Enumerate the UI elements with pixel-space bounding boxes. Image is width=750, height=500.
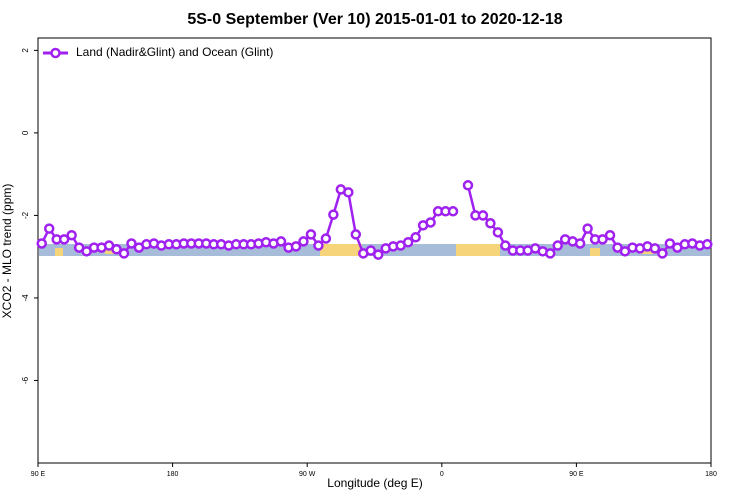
data-point bbox=[111, 244, 122, 255]
data-point bbox=[290, 241, 302, 252]
data-point bbox=[365, 245, 377, 256]
legend-marker bbox=[50, 47, 61, 59]
x-tick-label: 90 W bbox=[299, 471, 316, 478]
data-point bbox=[462, 180, 474, 191]
data-point bbox=[410, 232, 421, 243]
land-band bbox=[590, 248, 600, 256]
data-point bbox=[604, 229, 616, 241]
x-tick-label: 180 bbox=[705, 471, 717, 478]
data-point bbox=[574, 238, 586, 249]
data-point bbox=[328, 209, 339, 220]
data-point bbox=[58, 234, 70, 245]
data-point bbox=[544, 248, 556, 259]
data-point bbox=[126, 238, 137, 249]
data-point bbox=[313, 240, 324, 251]
x-tick-label: 0 bbox=[440, 471, 444, 478]
y-tick-label: -2 bbox=[21, 211, 30, 219]
data-point bbox=[477, 210, 489, 221]
y-axis-label: XCO2 - MLO trend (ppm) bbox=[0, 184, 14, 319]
data-point bbox=[402, 236, 414, 248]
chart-title: 5S-0 September (Ver 10) 2015-01-01 to 20… bbox=[187, 11, 562, 28]
data-point bbox=[425, 217, 436, 228]
land-band bbox=[320, 244, 362, 256]
data-point bbox=[343, 187, 354, 198]
data-point bbox=[492, 227, 504, 238]
land-band bbox=[55, 248, 63, 256]
y-tick-label: -6 bbox=[21, 376, 30, 384]
data-point bbox=[350, 229, 362, 240]
data-point bbox=[36, 238, 47, 249]
plot-frame bbox=[37, 37, 712, 464]
x-tick-label: 90 E bbox=[31, 471, 46, 478]
data-point bbox=[298, 236, 309, 247]
data-point bbox=[657, 248, 668, 259]
x-tick-label: 180 bbox=[167, 471, 179, 478]
data-point bbox=[320, 233, 332, 244]
data-point bbox=[275, 236, 287, 247]
data-point bbox=[597, 234, 608, 245]
data-point bbox=[447, 206, 459, 217]
y-tick-label: -4 bbox=[21, 294, 30, 302]
y-tick-label: 0 bbox=[21, 130, 30, 135]
data-point bbox=[500, 240, 511, 251]
data-point bbox=[664, 238, 676, 249]
data-point bbox=[649, 243, 661, 254]
data-point bbox=[372, 249, 384, 260]
data-point bbox=[118, 248, 130, 259]
y-tick-label: 2 bbox=[21, 48, 30, 53]
legend: Land (Nadir&Glint) and Ocean (Glint) bbox=[43, 45, 273, 59]
data-point bbox=[552, 240, 563, 251]
x-tick-label: 90 E bbox=[569, 471, 584, 478]
data-point bbox=[66, 229, 77, 241]
land-band bbox=[456, 244, 500, 256]
legend-label: Land (Nadir&Glint) and Ocean (Glint) bbox=[76, 45, 273, 59]
data-point bbox=[43, 223, 55, 234]
data-point bbox=[582, 223, 593, 234]
data-point bbox=[305, 229, 317, 240]
data-point bbox=[702, 239, 713, 250]
x-axis-label: Longitude (deg E) bbox=[327, 476, 422, 490]
data-point bbox=[485, 218, 496, 229]
